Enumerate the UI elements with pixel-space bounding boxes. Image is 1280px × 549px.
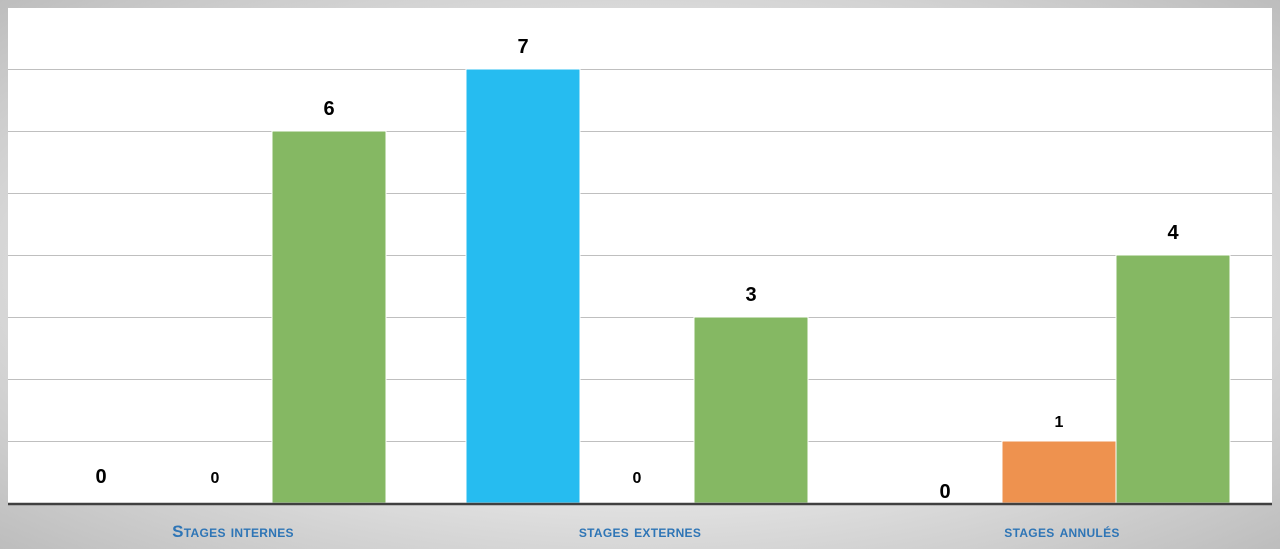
data-label-1-0: 7 <box>517 36 528 58</box>
category-label-1: stages externes <box>578 522 702 541</box>
category-label-2: stages annulés <box>1004 522 1120 541</box>
data-label-2-2: 4 <box>1167 222 1179 244</box>
data-label-2-1: 1 <box>1055 414 1064 431</box>
bar-0-2 <box>271 130 387 504</box>
bar-1-2 <box>693 316 809 504</box>
data-label-0-2: 6 <box>323 98 334 120</box>
category-label-0: Stages internes <box>172 522 294 541</box>
bar-2-2 <box>1115 254 1231 504</box>
data-label-1-2: 3 <box>745 284 756 306</box>
data-label-0-0: 0 <box>95 466 106 488</box>
data-label-2-0: 0 <box>939 481 950 503</box>
bar-1-0 <box>465 68 581 504</box>
bar-2-1 <box>1001 440 1117 504</box>
data-label-0-1: 0 <box>211 470 220 487</box>
data-label-1-1: 0 <box>633 470 642 487</box>
